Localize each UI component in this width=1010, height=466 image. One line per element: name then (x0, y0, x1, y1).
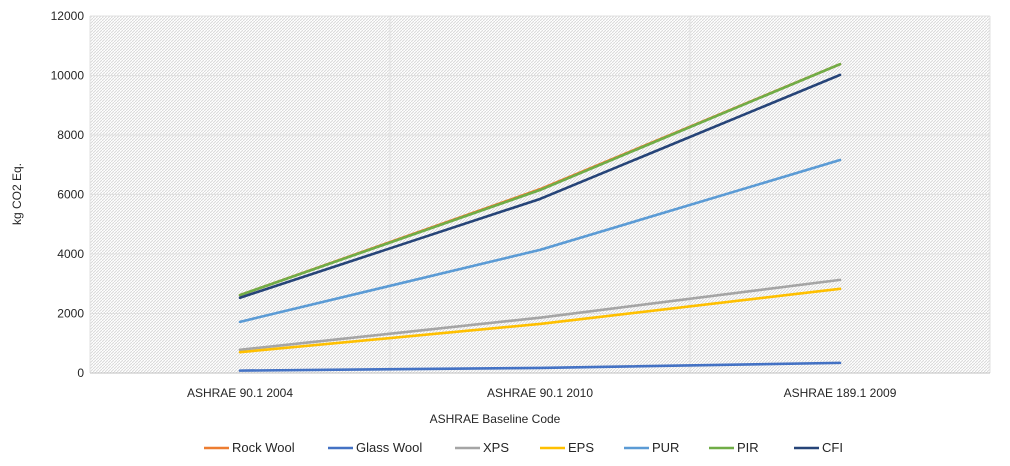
y-tick-label: 6000 (57, 188, 84, 202)
legend-label: Rock Wool (232, 440, 295, 455)
x-tick-label: ASHRAE 90.1 2004 (187, 386, 293, 400)
y-tick-label: 8000 (57, 128, 84, 142)
y-tick-label: 0 (77, 366, 84, 380)
series-line-glass-wool (238, 361, 842, 372)
x-axis-title: ASHRAE Baseline Code (430, 412, 561, 426)
legend-label: CFI (822, 440, 843, 455)
x-tick-label: ASHRAE 189.1 2009 (784, 386, 897, 400)
y-tick-label: 2000 (57, 307, 84, 321)
legend-label: EPS (568, 440, 594, 455)
legend-label: Glass Wool (356, 440, 422, 455)
series-line-pur (238, 158, 842, 324)
y-tick-label: 10000 (51, 69, 85, 83)
legend-label: PIR (737, 440, 759, 455)
series-line-cfi (238, 73, 842, 300)
x-tick-label: ASHRAE 90.1 2010 (487, 386, 593, 400)
series-line-pir (238, 62, 842, 297)
y-tick-label: 12000 (51, 9, 85, 23)
y-axis-title: kg CO2 Eq. (10, 163, 24, 225)
series-line-xps (238, 278, 842, 352)
y-tick-label: 4000 (57, 247, 84, 261)
legend: Rock Wool Glass Wool XPS EPS PUR PIR CFI (204, 440, 843, 455)
series-line-eps (238, 287, 842, 354)
legend-label: XPS (483, 440, 509, 455)
legend-label: PUR (652, 440, 679, 455)
